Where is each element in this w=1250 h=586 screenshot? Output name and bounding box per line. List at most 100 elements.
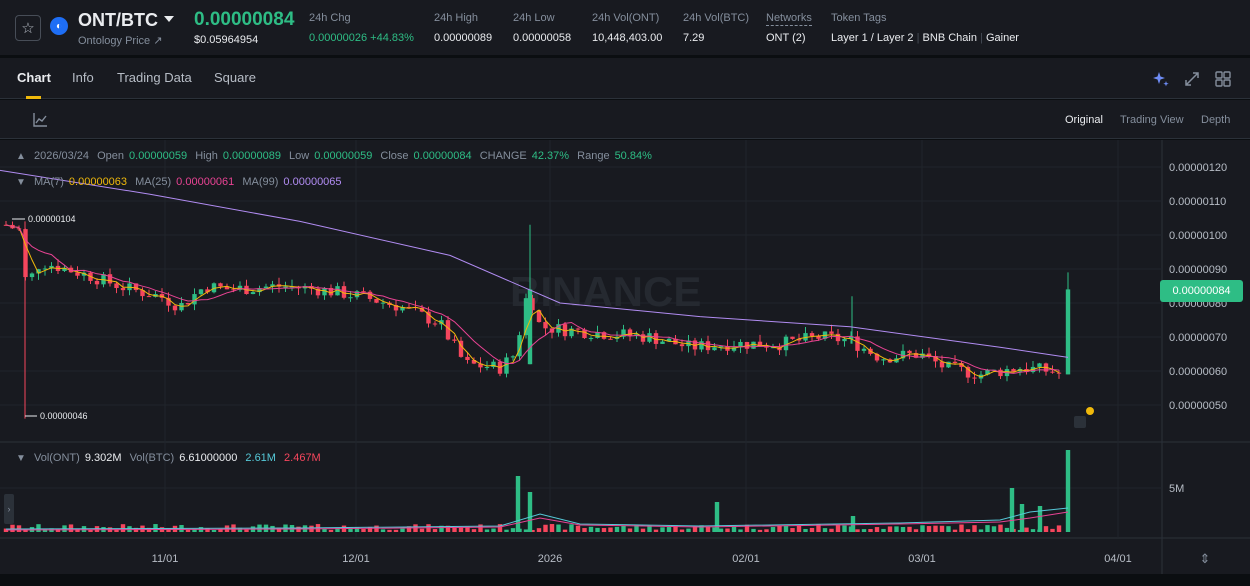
candle-body — [426, 311, 431, 324]
volume-bar — [88, 529, 93, 532]
favorite-star-icon[interactable]: ☆ — [15, 15, 41, 41]
candle-body — [985, 369, 990, 375]
volume-bar — [933, 525, 938, 532]
tag-layer1[interactable]: Layer 1 / Layer 2 — [831, 32, 914, 44]
candle-body — [848, 336, 854, 339]
collapse-chevron-icon[interactable]: ▼ — [16, 177, 26, 188]
volume-bar — [907, 526, 912, 532]
volume-bar — [10, 524, 15, 532]
volume-bar — [965, 529, 971, 532]
tag-gainer[interactable]: Gainer — [985, 32, 1019, 44]
volume-bar — [972, 525, 977, 532]
candle-body — [881, 359, 886, 361]
candle-body — [647, 333, 652, 342]
candle-body — [640, 334, 646, 342]
candle-body — [49, 265, 54, 269]
candle-body — [341, 286, 347, 298]
candle-body — [562, 324, 568, 337]
pair-dropdown-chevron-down-icon[interactable] — [164, 16, 174, 22]
volume-bar — [764, 529, 769, 532]
candle-body — [36, 269, 41, 274]
range-value: 50.84% — [614, 150, 652, 162]
tag-bnb-chain[interactable]: BNB Chain — [922, 32, 977, 44]
volume-bar — [712, 527, 717, 532]
coin-price-link[interactable]: Ontology Price ↗ — [78, 35, 163, 47]
volume-bar — [900, 526, 906, 532]
volume-bar — [374, 525, 379, 532]
volume-bar — [926, 526, 932, 532]
volume-bar — [783, 526, 789, 532]
stat-networks[interactable]: Networks ONT (2) — [766, 12, 812, 44]
volume-bar — [714, 502, 720, 532]
volume-bar — [556, 524, 561, 532]
volume-bar — [588, 526, 594, 532]
expand-icon[interactable] — [1183, 70, 1201, 88]
view-depth[interactable]: Depth — [1201, 114, 1231, 126]
candle-body — [458, 340, 464, 357]
scroll-left-chevron-icon[interactable]: › — [4, 494, 14, 524]
chart-area[interactable]: 0.00000120 0.00000110 0.00000100 0.00000090… — [0, 140, 1250, 574]
volume-bar — [634, 524, 639, 532]
grid-layout-icon[interactable] — [1214, 70, 1232, 88]
candle-body — [965, 366, 971, 378]
volume-bar — [913, 529, 919, 532]
volume-bar — [510, 528, 516, 532]
volume-bar — [835, 525, 841, 532]
candle-body — [666, 338, 672, 342]
candle-body — [393, 305, 399, 311]
collapse-chevron-icon[interactable]: ▲ — [16, 151, 26, 162]
price-axis-label: 0.00000070 — [1169, 332, 1227, 344]
bottom-spacer — [0, 574, 1250, 586]
volume-bar — [166, 528, 171, 532]
volume-ma1-line — [5, 507, 1069, 530]
stat-24h-vol-btc: 24h Vol(BTC) 7.29 — [683, 12, 749, 44]
volume-bar — [946, 526, 951, 532]
sparkle-icon[interactable] — [1152, 70, 1170, 88]
volume-bar — [36, 524, 41, 532]
candle-body — [361, 291, 366, 293]
ma25-line — [5, 224, 1060, 374]
stat-value: 0.00000089 — [434, 32, 493, 44]
volume-bar — [348, 527, 353, 532]
tab-trading-data[interactable]: Trading Data — [117, 70, 192, 85]
volume-bar — [465, 526, 470, 532]
view-trading-view[interactable]: Trading View — [1120, 114, 1184, 126]
candle-body — [1056, 372, 1062, 374]
collapse-chevron-icon[interactable]: ▼ — [16, 453, 26, 464]
candlestick-chart[interactable]: 0.00000120 0.00000110 0.00000100 0.00000090… — [0, 140, 1250, 574]
time-axis-label: 04/01 — [1104, 553, 1132, 565]
candle-body — [1050, 371, 1055, 373]
time-axis-label: 11/01 — [152, 553, 179, 565]
candle-body — [595, 332, 600, 339]
volume-bar — [855, 529, 860, 532]
stat-24h-change: 24h Chg 0.00000026 +44.83% — [309, 12, 414, 44]
candle-body — [920, 353, 925, 358]
candle-body — [400, 306, 405, 311]
view-original[interactable]: Original — [1065, 114, 1103, 126]
price-axis-label: 0.00000100 — [1169, 230, 1227, 242]
volume-bar — [530, 529, 535, 532]
volume-bar — [393, 529, 399, 532]
candle-body — [530, 298, 535, 311]
candle-body — [517, 335, 522, 357]
price-axis-label: 0.00000090 — [1169, 264, 1227, 276]
line-chart-icon[interactable] — [31, 111, 49, 129]
time-axis-label: 12/01 — [342, 553, 370, 565]
tab-info[interactable]: Info — [72, 70, 94, 85]
candle-body — [783, 336, 789, 351]
volume-bar — [569, 524, 574, 532]
candle-body — [933, 355, 938, 362]
volume-bar — [985, 525, 990, 532]
candle-body — [1011, 369, 1016, 372]
candle-body — [133, 283, 139, 291]
tab-square[interactable]: Square — [214, 70, 256, 85]
candle-body — [751, 341, 756, 349]
volume-bar — [699, 525, 704, 532]
candle-body — [263, 286, 269, 289]
news-badge-icon — [1074, 416, 1086, 428]
candle-body — [406, 306, 412, 308]
tab-chart[interactable]: Chart — [17, 70, 51, 85]
candle-body — [527, 289, 533, 365]
candle-body — [94, 280, 100, 285]
pair-title[interactable]: ONT/BTC — [78, 10, 158, 30]
